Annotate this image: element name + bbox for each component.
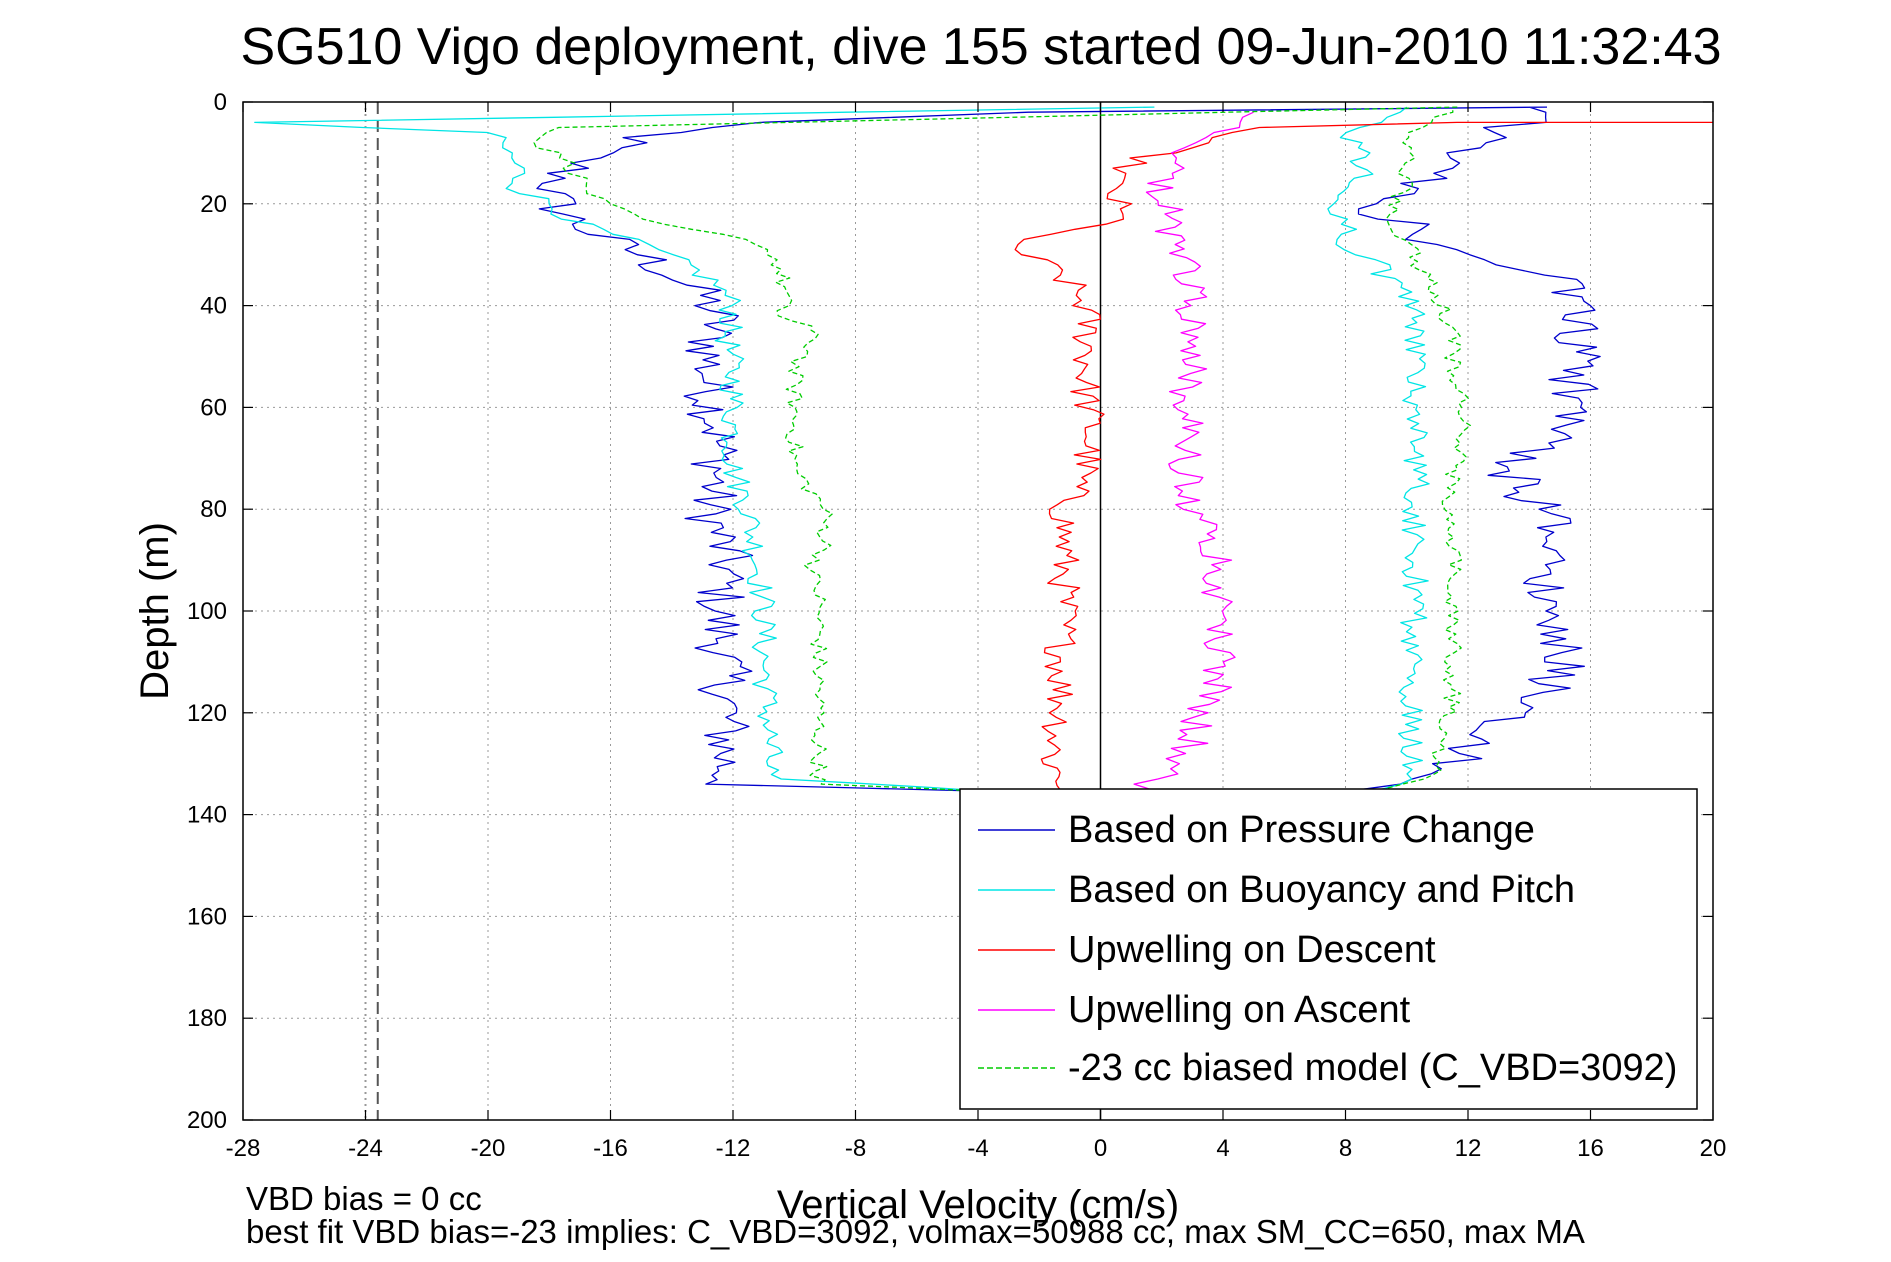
x-tick-label: 16 [1577, 1135, 1604, 1162]
legend-label-4: -23 cc biased model (C_VBD=3092) [1068, 1047, 1677, 1089]
x-tick-label: 12 [1455, 1135, 1482, 1162]
legend-label-2: Upwelling on Descent [1068, 929, 1436, 971]
x-tick-label: -28 [226, 1135, 261, 1162]
x-tick-label: -24 [348, 1135, 383, 1162]
y-tick-label: 160 [187, 903, 227, 930]
x-tick-label: 0 [1094, 1135, 1107, 1162]
y-tick-label: 0 [214, 89, 227, 116]
legend-box [959, 788, 1698, 1110]
y-tick-label: 80 [200, 496, 227, 523]
footnote-bias: VBD bias = 0 cc [246, 1180, 482, 1217]
legend-label-0: Based on Pressure Change [1068, 809, 1535, 851]
x-tick-label: -4 [967, 1135, 988, 1162]
y-tick-label: 120 [187, 700, 227, 727]
series-line-3 [1128, 111, 1254, 795]
y-axis: 0 20 40 60 80 100 120 140 160 180 200 [187, 89, 1713, 1134]
y-tick-label: 40 [200, 293, 227, 320]
footnote-best-fit: best fit VBD bias=-23 implies: C_VBD=309… [246, 1213, 1585, 1250]
x-tick-label: -8 [845, 1135, 866, 1162]
x-tick-label: 4 [1216, 1135, 1229, 1162]
y-tick-label: 100 [187, 598, 227, 625]
legend-label-1: Based on Buoyancy and Pitch [1068, 869, 1575, 911]
y-tick-label: 180 [187, 1005, 227, 1032]
series-line-1 [254, 106, 1430, 793]
series-line-4 [533, 106, 1472, 793]
x-tick-label: -16 [593, 1135, 628, 1162]
legend: Based on Pressure Change Based on Buoyanc… [959, 788, 1698, 1110]
y-axis-label: Depth (m) [133, 522, 177, 700]
x-tick-label: 20 [1700, 1135, 1727, 1162]
y-tick-label: 60 [200, 394, 227, 421]
y-tick-label: 200 [187, 1107, 227, 1134]
series-layer [254, 106, 1713, 798]
chart-title: SG510 Vigo deployment, dive 155 started … [240, 18, 1721, 76]
y-tick-label: 20 [200, 191, 227, 218]
x-tick-label: -20 [471, 1135, 506, 1162]
y-tick-label: 140 [187, 802, 227, 829]
series-line-2 [1014, 121, 1713, 795]
x-axis-label: Vertical Velocity (cm/s) [777, 1183, 1179, 1227]
legend-label-3: Upwelling on Ascent [1068, 989, 1411, 1031]
x-axis: -28 -24 -20 -16 -12 -8 -4 0 4 8 12 16 20 [226, 102, 1727, 1162]
x-tick-label: -12 [716, 1135, 751, 1162]
x-tick-label: 8 [1339, 1135, 1352, 1162]
